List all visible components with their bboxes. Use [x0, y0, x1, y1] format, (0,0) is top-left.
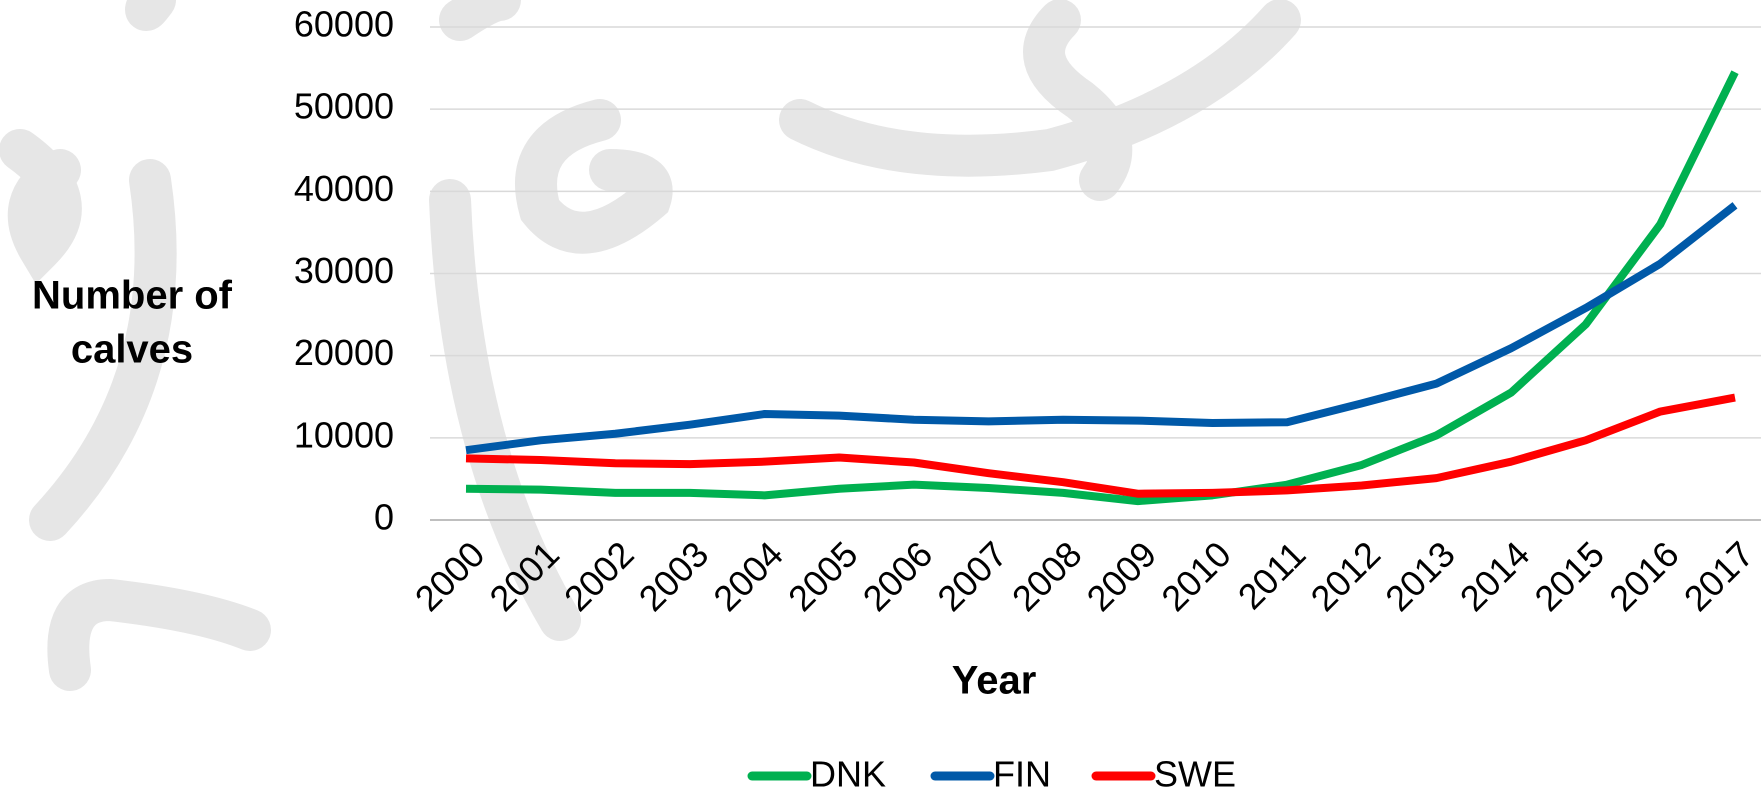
legend-label: DNK — [810, 754, 886, 794]
y-tick-label: 50000 — [294, 86, 394, 127]
y-tick-label: 40000 — [294, 168, 394, 209]
y-tick-label: 0 — [374, 497, 394, 538]
line-series — [465, 393, 1736, 498]
x-tick-label: 2012 — [1303, 533, 1389, 619]
background-decoration — [0, 0, 1301, 691]
x-tick-label: 2013 — [1377, 533, 1463, 619]
y-axis-title: Number of — [32, 274, 233, 318]
x-tick-label: 2006 — [855, 533, 941, 619]
x-tick-label: 2010 — [1153, 533, 1239, 619]
x-tick-label: 2015 — [1526, 533, 1612, 619]
x-tick-label: 2011 — [1230, 533, 1314, 617]
x-tick-label: 2009 — [1079, 533, 1165, 619]
line-series — [465, 202, 1738, 455]
x-tick-label: 2014 — [1452, 533, 1538, 619]
x-tick-label: 2005 — [780, 533, 866, 619]
line-series — [465, 70, 1739, 506]
x-tick-label: 2003 — [631, 533, 717, 619]
x-tick-label: 2000 — [407, 533, 493, 619]
x-tick-label: 2017 — [1676, 533, 1761, 619]
legend-label: SWE — [1154, 754, 1236, 794]
y-tick-label: 30000 — [294, 250, 394, 291]
legend-label: FIN — [993, 754, 1051, 794]
y-tick-label: 20000 — [294, 332, 394, 373]
x-tick-label: 2004 — [705, 533, 791, 619]
x-tick-label: 2007 — [929, 533, 1015, 619]
y-tick-label: 10000 — [294, 414, 394, 455]
y-axis-title: calves — [71, 328, 193, 372]
x-tick-label: 2008 — [1004, 533, 1090, 619]
x-axis-title: Year — [952, 659, 1037, 703]
y-tick-label: 60000 — [294, 4, 394, 45]
x-tick-label: 2016 — [1601, 533, 1687, 619]
